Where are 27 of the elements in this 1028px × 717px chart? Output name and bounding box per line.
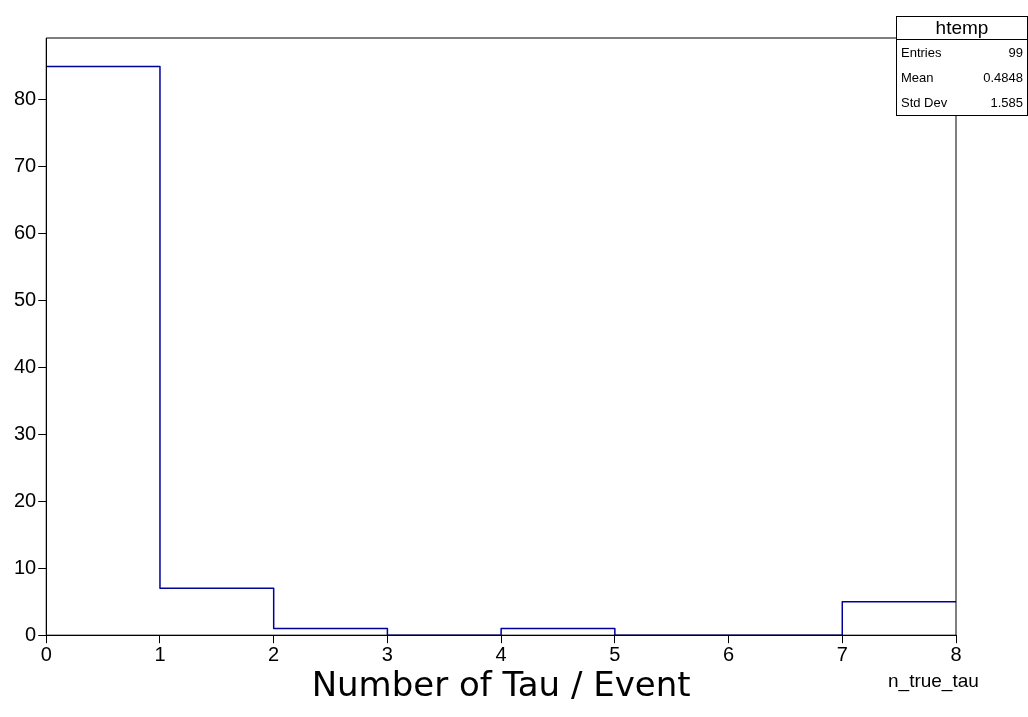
x-axis-title: Number of Tau / Event [311,664,691,705]
y-tick-label: 20 [14,488,37,511]
y-tick-label: 30 [14,421,37,444]
x-tick-label: 5 [609,642,621,665]
x-tick-label: 3 [381,642,393,665]
y-tick-label: 50 [14,288,37,311]
annotation: htemp [897,17,1027,40]
x-tick-label: 0 [40,642,52,665]
x-tick-label: 1 [154,642,166,665]
annotation: Entries [901,45,942,60]
y-tick-label: 60 [14,221,37,244]
y-tick-label: 0 [25,622,37,645]
y-tick-label: 40 [14,355,37,378]
x-tick-label: 8 [950,642,962,665]
text: 1.585 [990,95,1023,110]
text: 0.4848 [983,70,1023,85]
x-tick-label: 4 [495,642,507,665]
y-tick-label: 80 [14,87,37,110]
x-tick-label: 6 [723,642,735,665]
x-tick-label: 7 [836,642,848,665]
text: n_true_tau [888,670,979,692]
y-tick-label: 10 [14,555,37,578]
y-tick-label: 70 [14,154,37,177]
annotation: Std Dev [901,95,948,110]
text: 99 [1008,45,1023,60]
annotation: Mean [901,70,934,85]
x-tick-label: 2 [268,642,280,665]
